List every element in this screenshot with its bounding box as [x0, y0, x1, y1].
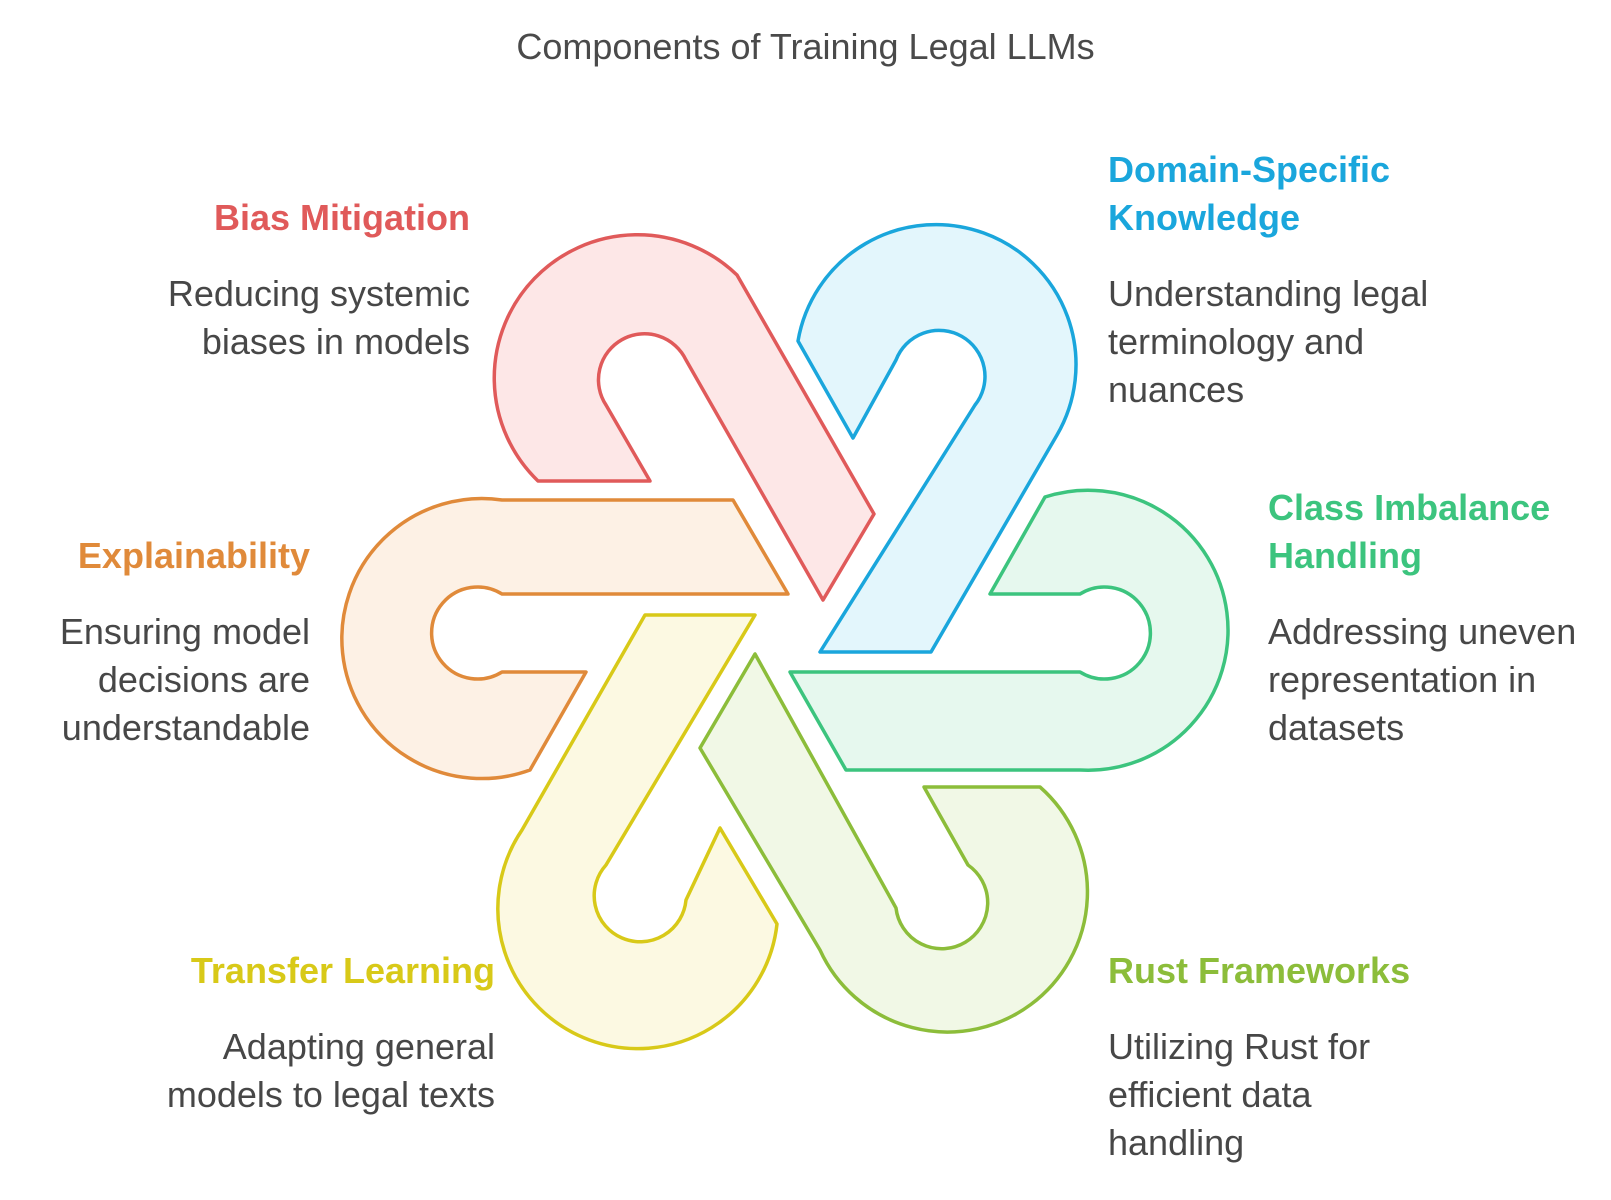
- component-heading: Rust Frameworks: [1108, 950, 1411, 991]
- component-heading: Transfer Learning: [190, 950, 495, 991]
- component-bias-mitigation: Bias Mitigation Reducing systemic biases…: [120, 194, 470, 366]
- component-description: Reducing systemic biases in models: [167, 273, 470, 362]
- component-description: Understanding legal terminology and nuan…: [1108, 273, 1429, 410]
- component-domain-knowledge: Domain-Specific Knowledge Understanding …: [1108, 146, 1438, 414]
- component-rust-frameworks: Rust Frameworks Utilizing Rust for effic…: [1108, 947, 1448, 1167]
- component-heading: Domain-Specific Knowledge: [1108, 149, 1391, 238]
- component-description: Adapting general models to legal texts: [166, 1026, 495, 1115]
- loop-explainability: [340, 496, 790, 781]
- loop-rust-frameworks: [698, 652, 1090, 1034]
- component-heading: Class Imbalance Handling: [1268, 487, 1551, 576]
- component-transfer-learning: Transfer Learning Adapting general model…: [140, 947, 495, 1119]
- component-heading: Bias Mitigation: [213, 197, 470, 238]
- component-description: Addressing uneven representation in data…: [1268, 611, 1577, 748]
- loop-domain-knowledge: [796, 222, 1078, 654]
- diagram-title: Components of Training Legal LLMs: [516, 26, 1095, 67]
- loop-bias-mitigation: [492, 233, 876, 602]
- component-heading: Explainability: [77, 535, 310, 576]
- component-explainability: Explainability Ensuring model decisions …: [10, 532, 310, 752]
- component-class-imbalance: Class Imbalance Handling Addressing unev…: [1268, 484, 1588, 752]
- loop-class-imbalance: [788, 488, 1230, 772]
- component-description: Ensuring model decisions are understanda…: [59, 611, 310, 748]
- loop-transfer-learning: [496, 613, 779, 1051]
- component-description: Utilizing Rust for efficient data handli…: [1108, 1026, 1371, 1163]
